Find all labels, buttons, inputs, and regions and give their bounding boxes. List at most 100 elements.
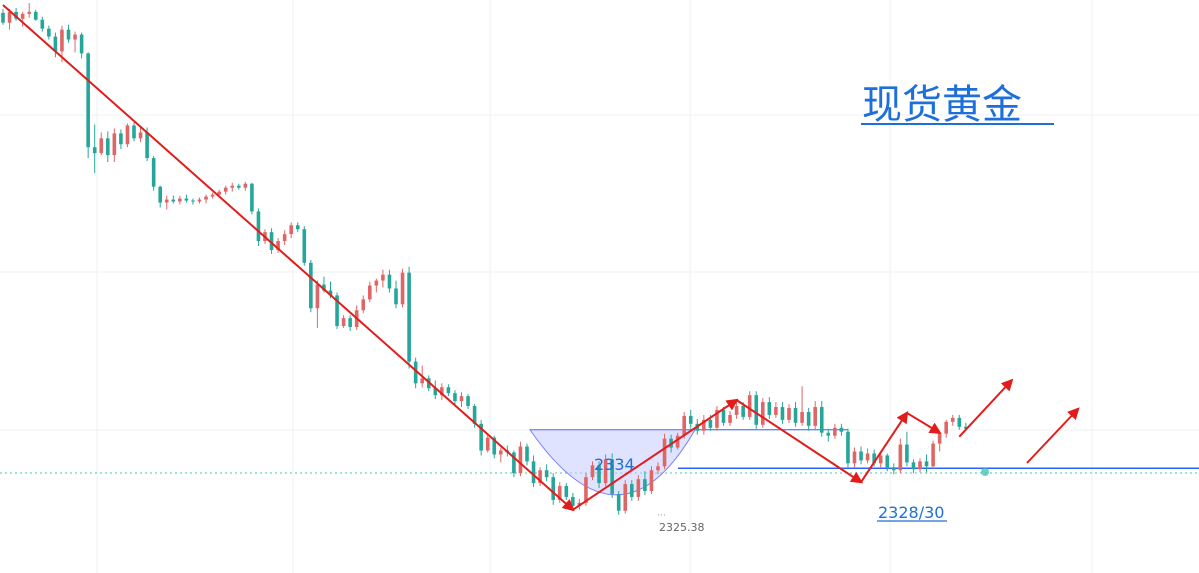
candle-body: [964, 426, 968, 429]
candle: [453, 390, 457, 406]
candle-body: [40, 19, 45, 29]
candle: [747, 391, 752, 420]
candle-body: [1, 12, 5, 23]
candle-body: [531, 461, 536, 484]
candle: [466, 394, 470, 410]
candle: [53, 32, 58, 58]
candle-body: [905, 444, 909, 463]
candle-body: [656, 466, 660, 471]
candle: [957, 414, 962, 430]
candle-body: [466, 396, 470, 407]
candle-body: [178, 198, 182, 202]
candle-body: [53, 36, 58, 52]
candle-body: [322, 284, 326, 291]
candle: [688, 409, 693, 429]
candle: [282, 230, 287, 246]
candle-body: [145, 132, 149, 159]
candle-body: [754, 395, 759, 425]
candle: [171, 195, 176, 204]
candle: [99, 132, 104, 156]
candle-body: [164, 199, 169, 203]
candle-body: [518, 446, 523, 474]
candle-body: [610, 459, 614, 494]
candle: [734, 401, 739, 419]
candle: [250, 182, 254, 215]
candle-body: [197, 199, 202, 202]
candle: [728, 410, 732, 426]
candle-body: [623, 484, 628, 511]
candle: [479, 419, 483, 456]
candle: [721, 407, 726, 426]
level-label-2334: 2334: [594, 455, 635, 474]
candle: [826, 428, 831, 442]
candle-body: [335, 295, 339, 327]
candle: [590, 461, 595, 481]
candle: [649, 466, 654, 494]
candle: [898, 438, 903, 474]
candle-body: [223, 187, 228, 192]
candle-body: [918, 461, 922, 470]
candle: [86, 52, 90, 159]
candle-body: [741, 406, 745, 417]
candle-body: [420, 378, 424, 384]
candle-body: [859, 451, 863, 461]
candle: [374, 278, 379, 293]
candle: [806, 408, 811, 431]
candle-body: [138, 132, 143, 139]
candle: [603, 454, 608, 487]
candle: [643, 471, 647, 495]
candle-body: [191, 200, 195, 202]
candle-body: [557, 486, 562, 500]
candle: [865, 448, 870, 464]
low-price-label: 2325.38: [659, 521, 705, 534]
candle-body: [630, 484, 634, 497]
candle: [518, 441, 523, 477]
candle-body: [787, 408, 791, 420]
candle: [79, 32, 84, 59]
candle: [597, 461, 601, 489]
candles-layer: [1, 2, 968, 516]
candle-body: [413, 361, 418, 384]
trend-arrow: [2, 4, 575, 512]
candle-body: [433, 388, 438, 396]
candle-body: [892, 467, 896, 471]
candle: [295, 222, 300, 233]
candle-body: [171, 199, 176, 202]
candle-body: [387, 274, 392, 289]
candle: [125, 123, 130, 148]
candle: [767, 397, 772, 419]
candle-body: [86, 53, 90, 148]
candle-body: [79, 34, 84, 54]
candle-body: [806, 411, 811, 426]
candle-body: [315, 284, 320, 309]
candle-body: [276, 241, 280, 250]
candle: [407, 266, 411, 369]
candle: [918, 458, 922, 473]
candle: [780, 402, 785, 424]
candle-body: [400, 272, 405, 305]
candle-body: [250, 183, 254, 212]
candle-body: [774, 407, 778, 415]
candle-body: [636, 479, 641, 497]
candle: [210, 192, 215, 199]
candle: [911, 459, 916, 474]
candle-body: [747, 395, 752, 417]
candle: [178, 195, 182, 205]
candle-body: [230, 185, 235, 188]
candle: [446, 384, 451, 397]
candle: [27, 2, 31, 18]
candle: [20, 11, 25, 27]
candle: [368, 281, 372, 303]
candle-body: [715, 409, 719, 428]
candle: [119, 129, 123, 150]
candle: [564, 483, 569, 500]
candle: [197, 197, 202, 204]
candle: [47, 25, 51, 40]
candle: [138, 126, 143, 143]
candle-body: [479, 423, 483, 451]
candle-body: [708, 419, 713, 428]
candle: [151, 156, 156, 191]
candle-body: [47, 28, 51, 37]
candle: [132, 122, 136, 142]
candle: [158, 185, 162, 208]
